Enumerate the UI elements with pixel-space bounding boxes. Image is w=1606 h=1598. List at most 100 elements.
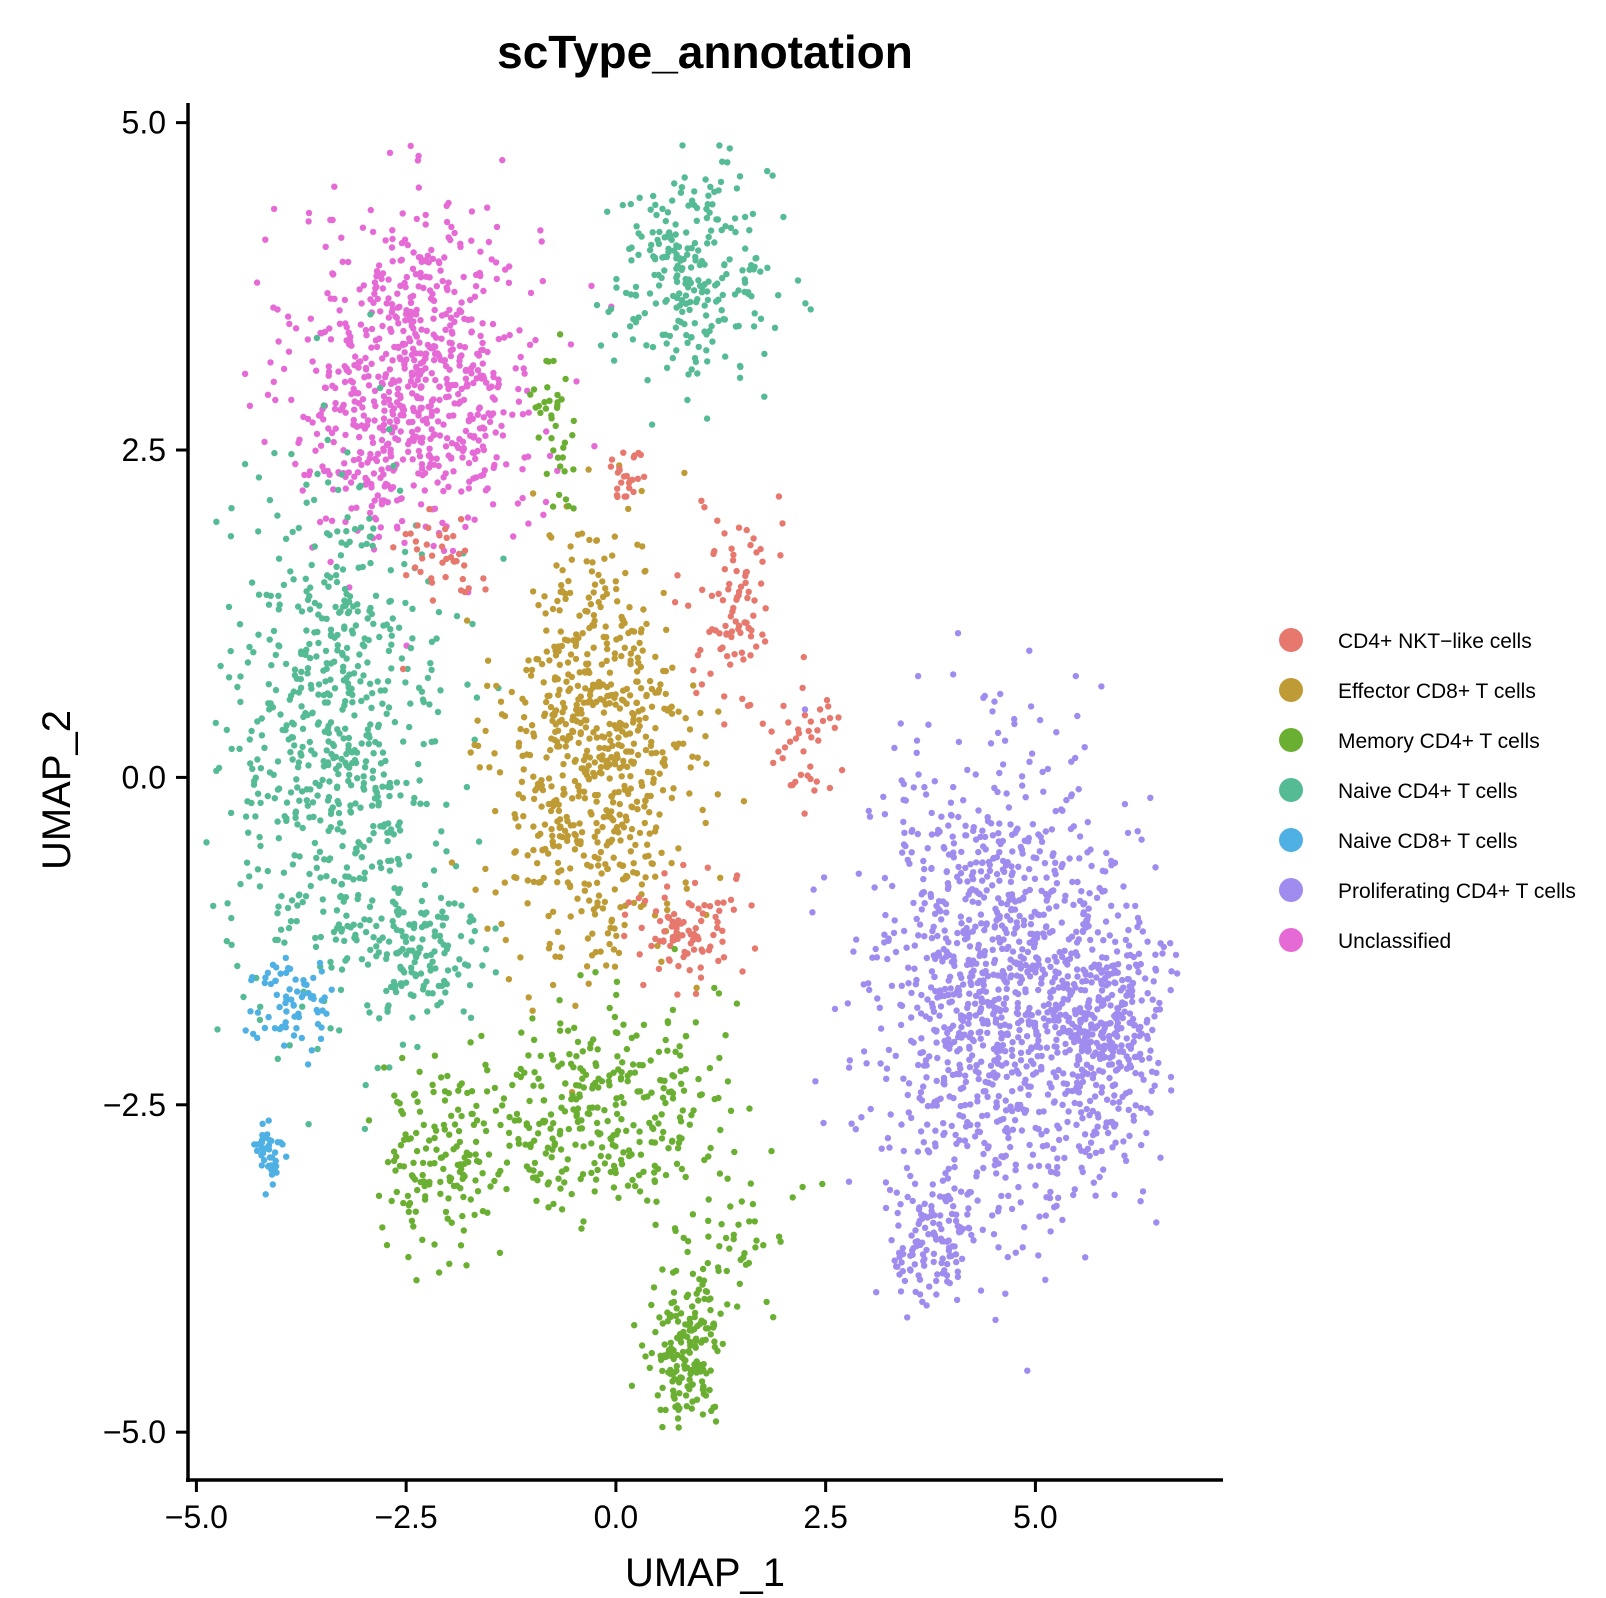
scatter-point (250, 649, 257, 656)
scatter-point (715, 1094, 722, 1102)
scatter-point (350, 876, 357, 883)
scatter-point (277, 926, 285, 933)
scatter-point (1011, 1061, 1019, 1068)
scatter-point (1074, 1073, 1082, 1080)
scatter-point (482, 865, 489, 873)
scatter-point (681, 469, 688, 477)
scatter-point (618, 1093, 625, 1101)
scatter-point (436, 383, 443, 390)
scatter-point (903, 1164, 911, 1172)
scatter-point (714, 1264, 722, 1271)
scatter-point (1053, 1202, 1060, 1210)
scatter-point (409, 390, 416, 397)
scatter-point (955, 813, 962, 821)
scatter-point (1017, 1199, 1024, 1206)
scatter-point (999, 761, 1007, 768)
scatter-point (714, 517, 721, 524)
scatter-point (366, 509, 374, 517)
scatter-point (217, 662, 224, 670)
scatter-point (576, 612, 583, 619)
scatter-point (309, 799, 317, 806)
scatter-point (308, 685, 315, 692)
scatter-point (747, 541, 754, 549)
scatter-point (663, 340, 670, 347)
scatter-point (635, 314, 642, 321)
scatter-point (372, 516, 380, 523)
scatter-point (699, 586, 706, 593)
scatter-point (687, 764, 694, 771)
scatter-point (998, 1062, 1006, 1069)
scatter-point (412, 971, 419, 978)
scatter-point (1087, 972, 1094, 979)
scatter-point (519, 494, 526, 502)
scatter-point (410, 1173, 417, 1181)
scatter-point (412, 951, 419, 958)
scatter-point (352, 353, 359, 360)
scatter-point (453, 557, 460, 565)
scatter-point (298, 608, 306, 615)
scatter-point (1117, 1063, 1124, 1070)
scatter-point (1084, 1070, 1092, 1078)
scatter-point (329, 804, 336, 811)
scatter-point (450, 468, 457, 475)
scatter-point (763, 1298, 770, 1306)
scatter-point (1130, 1117, 1138, 1124)
scatter-point (704, 240, 711, 247)
scatter-point (261, 438, 268, 446)
scatter-point (517, 725, 524, 733)
scatter-point (953, 1140, 960, 1148)
scatter-point (419, 1171, 426, 1179)
scatter-point (473, 1157, 481, 1165)
scatter-point (676, 1390, 683, 1397)
scatter-point (300, 713, 307, 721)
scatter-point (422, 211, 429, 219)
scatter-point (1115, 1005, 1122, 1012)
scatter-point (521, 454, 528, 461)
scatter-point (447, 347, 454, 354)
scatter-point (652, 201, 659, 209)
scatter-point (455, 971, 462, 978)
scatter-point (953, 1007, 960, 1014)
scatter-point (723, 1267, 730, 1275)
scatter-point (382, 350, 390, 358)
scatter-point (549, 605, 557, 613)
scatter-point (630, 760, 637, 767)
scatter-point (705, 1296, 712, 1303)
scatter-point (997, 1030, 1005, 1037)
scatter-point (376, 1015, 383, 1022)
scatter-point (283, 799, 291, 806)
scatter-point (974, 1121, 981, 1128)
scatter-point (636, 951, 643, 958)
scatter-point (1091, 1025, 1099, 1032)
scatter-point (1090, 1070, 1097, 1078)
scatter-point (1074, 878, 1081, 886)
scatter-point (1041, 970, 1049, 978)
scatter-point (580, 699, 587, 706)
scatter-point (564, 832, 571, 839)
scatter-point (374, 723, 382, 731)
scatter-point (1116, 1098, 1123, 1106)
scatter-point (446, 1131, 453, 1138)
scatter-point (611, 331, 619, 339)
scatter-point (680, 740, 687, 747)
scatter-point (960, 797, 967, 804)
scatter-point (1111, 1012, 1118, 1020)
scatter-point (682, 1392, 690, 1399)
scatter-point (461, 562, 468, 569)
scatter-point (603, 634, 610, 641)
scatter-point (693, 204, 701, 212)
scatter-point (342, 320, 349, 327)
scatter-point (629, 1061, 637, 1068)
scatter-point (582, 607, 589, 615)
scatter-point (1023, 1033, 1031, 1040)
scatter-point (634, 1088, 641, 1095)
scatter-point (311, 839, 319, 847)
scatter-point (438, 312, 446, 319)
scatter-point (785, 719, 792, 726)
scatter-point (503, 1185, 510, 1193)
scatter-point (703, 347, 710, 354)
scatter-point (979, 1226, 986, 1234)
scatter-point (1042, 924, 1050, 931)
scatter-point (431, 306, 438, 314)
scatter-point (513, 1110, 521, 1118)
